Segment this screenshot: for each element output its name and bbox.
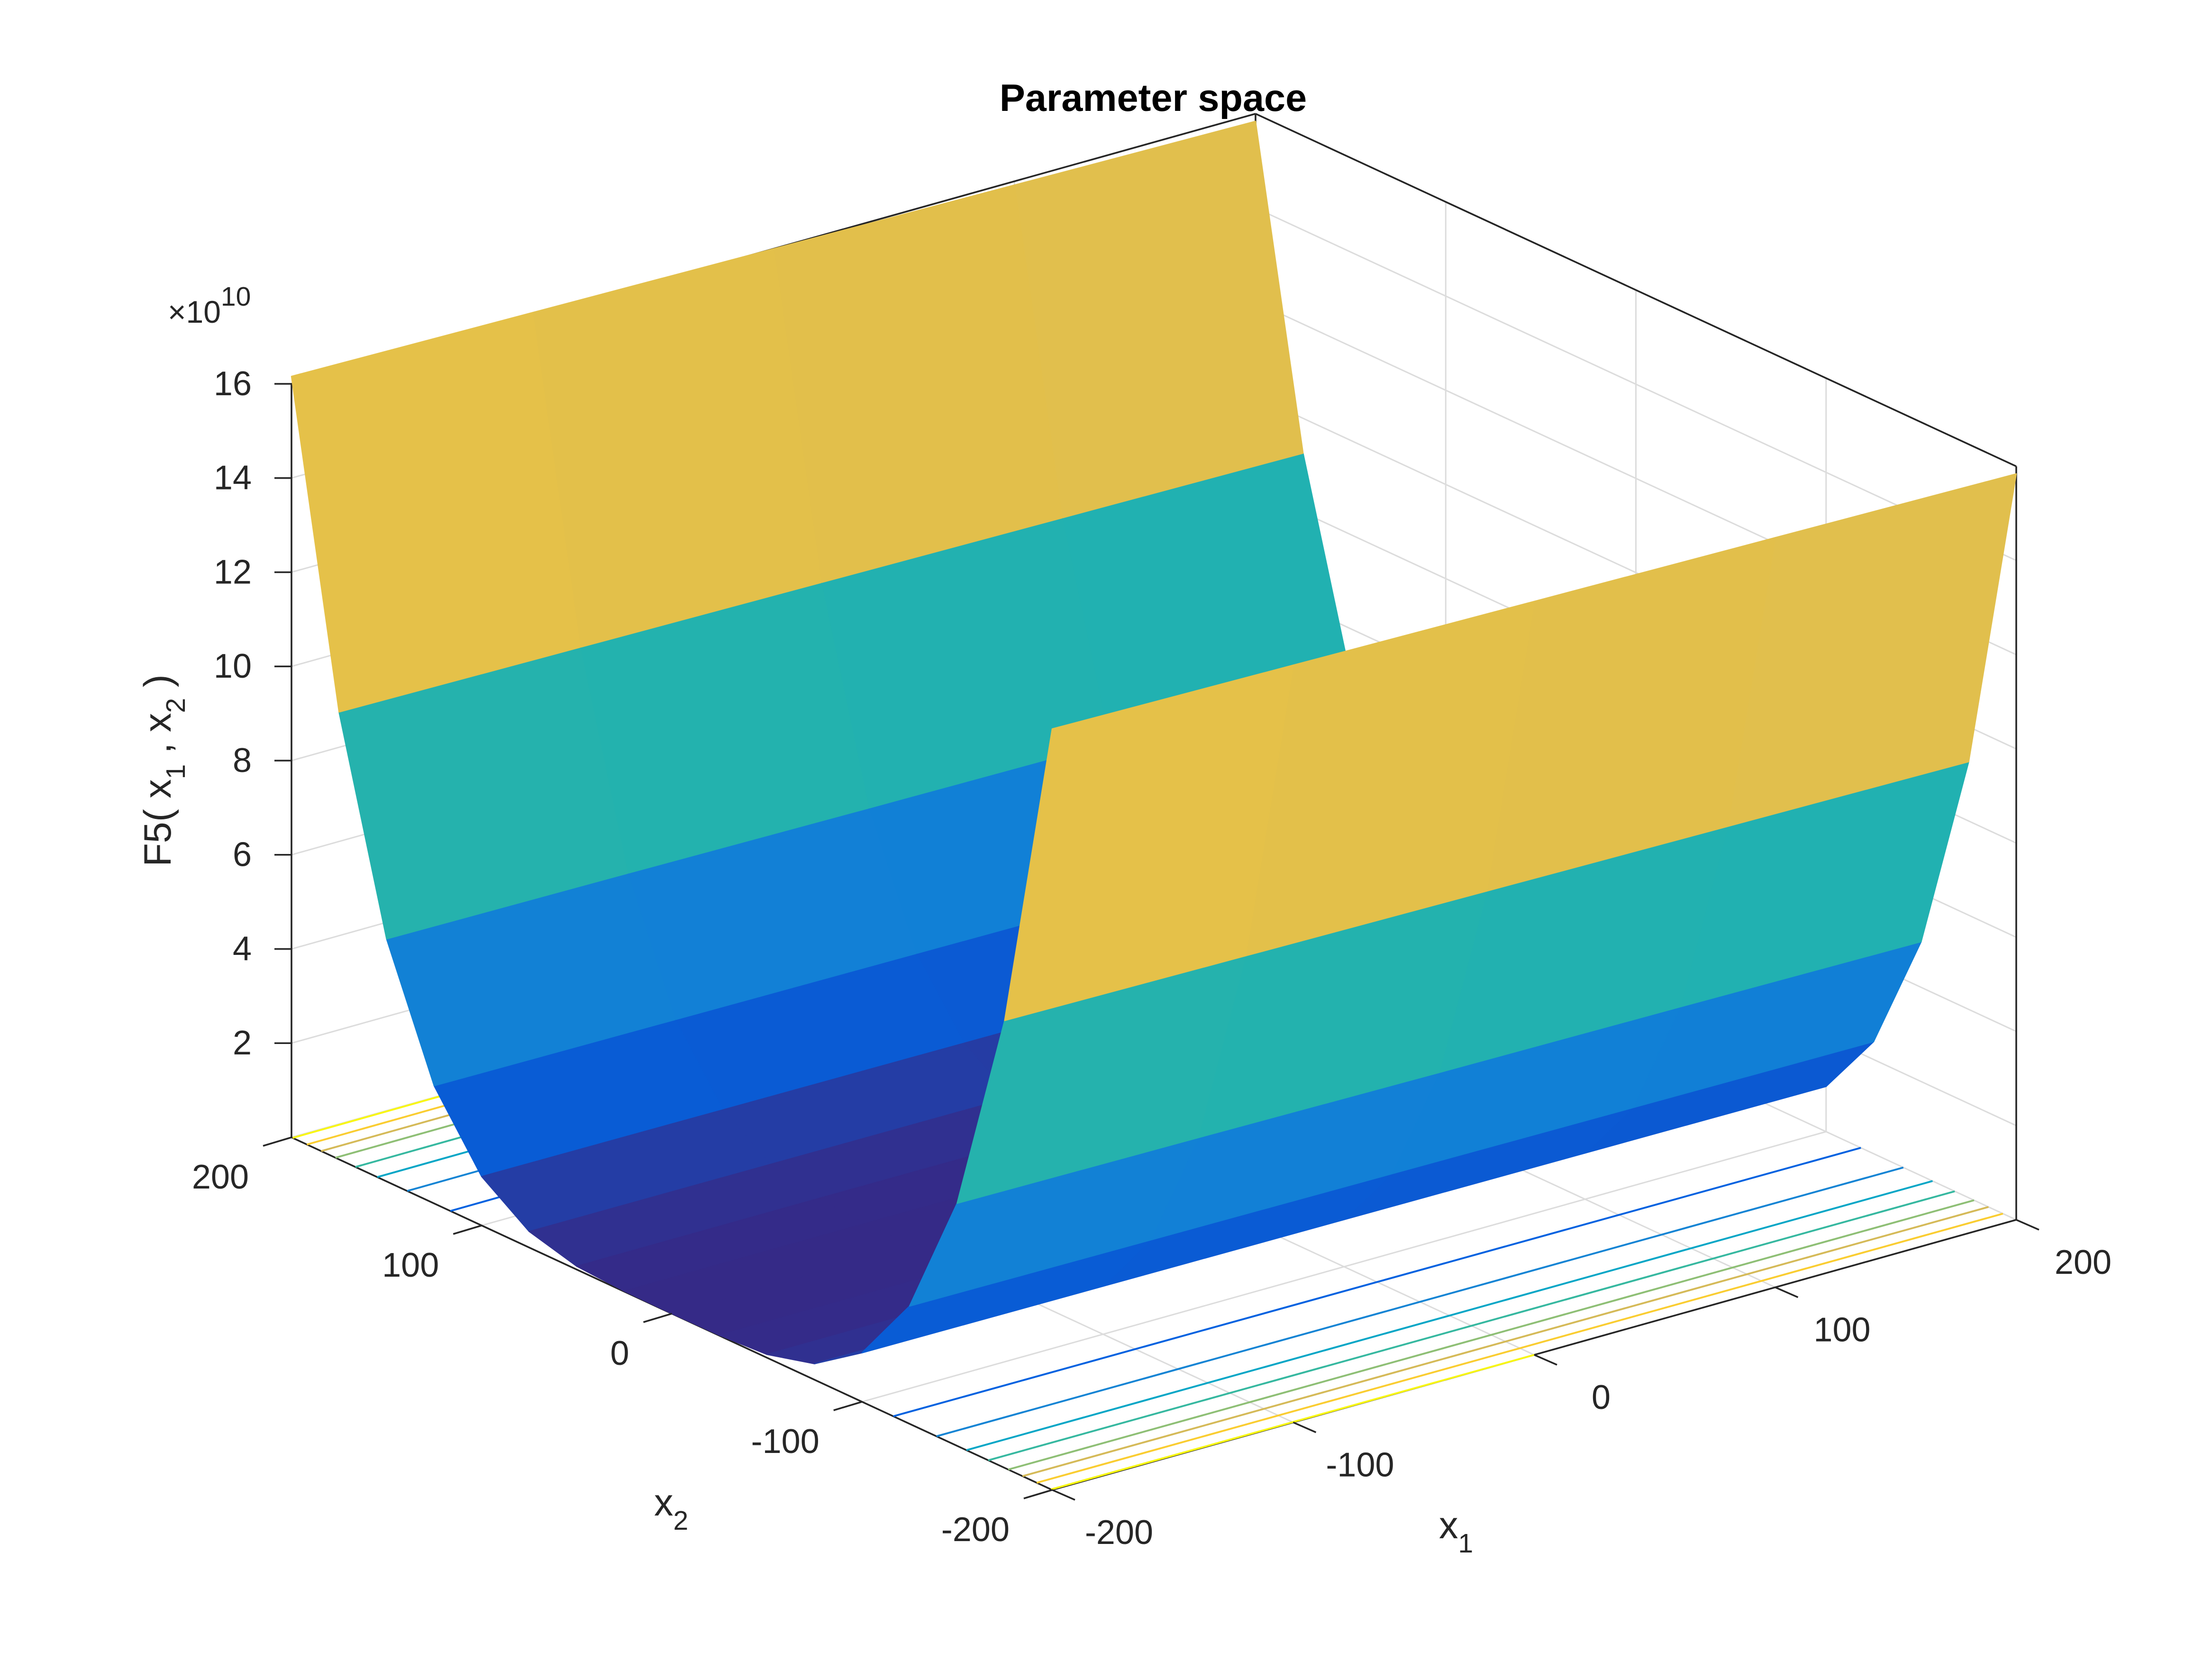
- z-axis-label-part: F5( x: [137, 779, 179, 866]
- x2-tick: [833, 1401, 863, 1411]
- z-tick-label: 8: [233, 742, 252, 780]
- surface-layer: [291, 120, 2017, 1364]
- z-multiplier-part: 10: [221, 281, 251, 312]
- x2-tick: [263, 1136, 292, 1147]
- x1-tick-label: 200: [2055, 1243, 2112, 1281]
- x2-axis-label: x2: [654, 1481, 688, 1536]
- x1-axis-label-part: 1: [1458, 1528, 1473, 1559]
- x1-tick: [1052, 1489, 1075, 1501]
- z-tick-label: 16: [214, 365, 252, 403]
- x1-tick: [2016, 1219, 2039, 1231]
- x1-tick: [1293, 1421, 1317, 1434]
- contour-line: [1051, 1354, 1535, 1490]
- z-axis-label-part: 2: [161, 698, 191, 713]
- z-tick-label: 10: [214, 647, 252, 685]
- z-tick-label: 4: [233, 930, 252, 968]
- surface-face: [532, 248, 822, 648]
- x2-tick-label: 0: [610, 1334, 629, 1372]
- x1-axis-label: x1: [1439, 1504, 1473, 1559]
- chart-title: Parameter space: [1000, 77, 1307, 119]
- surface-face: [291, 312, 581, 713]
- z-tick-label: 6: [233, 836, 252, 874]
- contour-line: [1022, 1206, 1989, 1477]
- contour-line: [936, 1166, 1904, 1437]
- x2-tick: [453, 1225, 482, 1235]
- contour-line: [966, 1180, 1933, 1451]
- box-edge: [1255, 113, 2017, 467]
- x2-tick-label: 100: [382, 1246, 439, 1284]
- x2-tick-label: -100: [751, 1423, 819, 1461]
- x1-tick-label: -100: [1326, 1446, 1394, 1484]
- x1-tick-label: 0: [1592, 1379, 1611, 1416]
- surface-face: [1014, 120, 1304, 519]
- x2-tick-label: 200: [192, 1158, 249, 1196]
- x1-tick: [1534, 1354, 1557, 1366]
- axes-layer: 2 4 6 8 10 12 14 16 -200 -100 0 100 200 -200 -100 0 100 2…: [192, 365, 2112, 1552]
- grid-line: [1255, 207, 2017, 562]
- x2-axis-label-part: x: [654, 1481, 674, 1524]
- surface-face: [1004, 664, 1294, 1021]
- x1-tick-label: 100: [1813, 1311, 1870, 1349]
- z-axis-label-part: ): [137, 674, 179, 698]
- z-tick-label: 12: [214, 553, 252, 591]
- z-tick-label: 14: [214, 459, 252, 497]
- surface-face: [773, 184, 1063, 583]
- z-axis-label: F5( x1 , x2 ): [137, 674, 191, 866]
- contour-line: [1036, 1213, 2003, 1484]
- z-multiplier: ×1010: [168, 281, 251, 329]
- x1-tick: [1775, 1286, 1799, 1298]
- contour-line: [1008, 1199, 1975, 1470]
- x2-tick: [643, 1313, 673, 1323]
- z-axis-label-part: , x: [137, 713, 179, 764]
- x2-axis-label-part: 2: [673, 1506, 688, 1536]
- contour-line: [988, 1190, 1955, 1461]
- x2-tick: [1023, 1489, 1053, 1499]
- z-multiplier-part: ×10: [168, 294, 221, 329]
- x1-tick-label: -200: [1085, 1514, 1153, 1552]
- x1-axis-label-part: x: [1439, 1504, 1458, 1547]
- x2-tick-label: -200: [941, 1511, 1010, 1549]
- z-tick-label: 2: [233, 1024, 252, 1062]
- z-axis-label-part: 1: [161, 764, 191, 779]
- grid-line: [862, 1131, 1827, 1403]
- contour-line: [893, 1147, 1861, 1417]
